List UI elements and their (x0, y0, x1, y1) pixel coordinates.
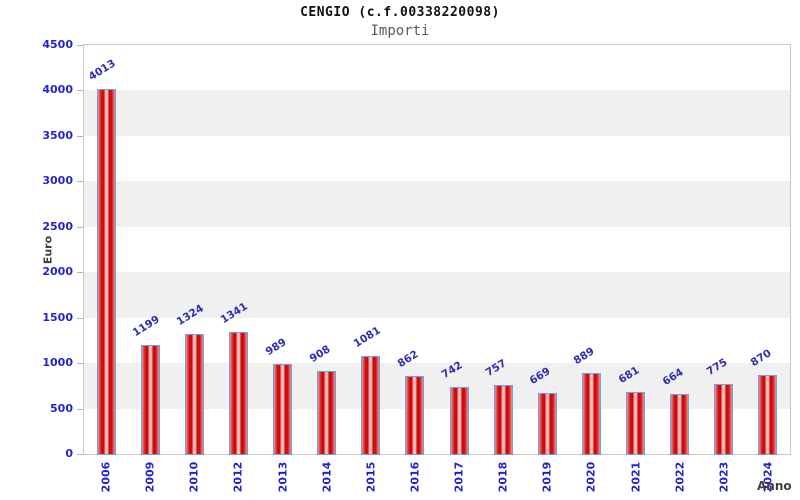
x-tick-label: 2022 (673, 461, 687, 493)
bar (96, 89, 116, 455)
bar (493, 385, 513, 455)
y-tick-mark (77, 181, 83, 183)
x-tick-label: 2019 (540, 461, 554, 493)
y-tick-mark (77, 135, 83, 137)
bar (626, 392, 646, 455)
x-tick-label: 2023 (717, 461, 731, 493)
y-tick-mark (77, 363, 83, 365)
x-tick-label: 2015 (364, 461, 378, 493)
y-tick-label: 4000 (42, 83, 73, 97)
bar (184, 333, 204, 455)
y-tick-label: 4500 (42, 38, 73, 51)
y-tick-label: 500 (50, 401, 73, 415)
y-tick-mark (77, 90, 83, 92)
y-tick-label: 3000 (42, 174, 73, 188)
grid-band (84, 272, 790, 318)
y-tick-label: 0 (65, 447, 73, 460)
bar (317, 371, 337, 455)
grid-band (84, 181, 790, 227)
y-axis-title: Euro (41, 235, 55, 265)
y-tick-mark (77, 317, 83, 319)
x-tick-label: 2014 (320, 461, 334, 493)
x-axis-title: Anno (757, 479, 792, 493)
bar (670, 393, 690, 455)
bar (537, 393, 557, 455)
y-tick-label: 2000 (42, 265, 73, 279)
bar (228, 332, 248, 455)
y-tick-mark (77, 454, 83, 455)
x-tick-label: 2017 (452, 461, 466, 493)
y-tick-label: 1500 (42, 310, 73, 324)
bar (449, 386, 469, 455)
y-tick-label: 2500 (42, 219, 73, 233)
x-tick-label: 2006 (99, 461, 113, 493)
bar (758, 374, 778, 455)
y-tick-mark (77, 408, 83, 410)
bar (140, 345, 160, 455)
x-tick-label: 2010 (187, 461, 201, 493)
y-tick-label: 3500 (42, 128, 73, 142)
y-tick-mark (77, 272, 83, 274)
chart-subtitle: Importi (370, 23, 430, 39)
x-tick-label: 2013 (276, 461, 290, 493)
y-tick-label: 1000 (42, 356, 73, 370)
bar (273, 364, 293, 455)
x-tick-label: 2021 (629, 461, 643, 493)
x-tick-label: 2009 (143, 461, 157, 493)
x-tick-label: 2012 (231, 461, 245, 493)
grid-band (84, 226, 790, 273)
y-tick-mark (77, 45, 83, 46)
bar (405, 375, 425, 455)
y-tick-mark (77, 226, 83, 228)
x-tick-label: 2016 (408, 461, 422, 493)
grid-band (84, 45, 790, 91)
grid-band (84, 135, 790, 182)
x-tick-label: 2020 (584, 461, 598, 493)
bar (581, 373, 601, 455)
grid-band (84, 90, 790, 136)
x-tick-label: 2018 (496, 461, 510, 493)
bar (714, 383, 734, 455)
chart-title: CENGIO (c.f.00338220098) (300, 5, 500, 20)
bar (361, 355, 381, 455)
